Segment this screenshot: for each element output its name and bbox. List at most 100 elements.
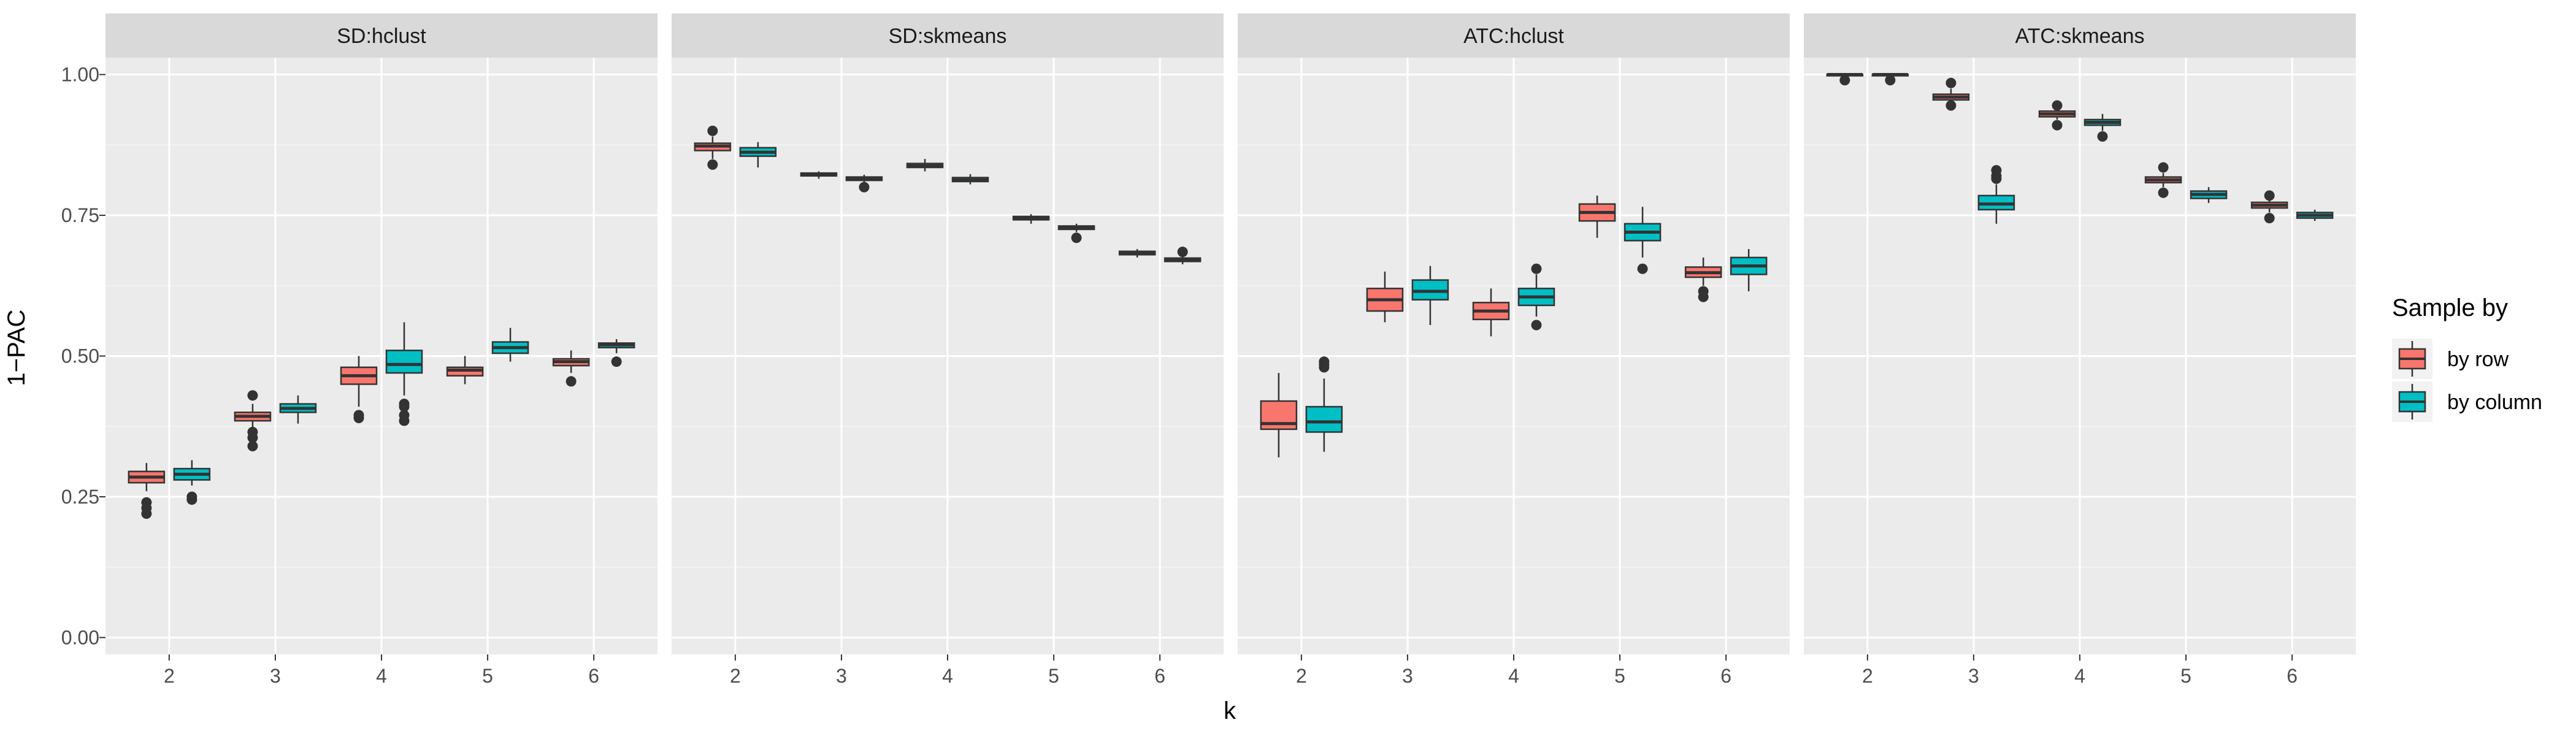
facet-strip xyxy=(1804,13,2356,58)
y-tick-label: 1.00 xyxy=(61,64,99,86)
outlier-point xyxy=(399,410,410,421)
x-tick-label: 4 xyxy=(1508,665,1519,687)
box-by-column xyxy=(1057,223,1095,243)
facet-strip xyxy=(105,13,657,58)
box-by-column xyxy=(1871,73,1909,86)
facet-title: SD:skmeans xyxy=(889,25,1007,48)
outlier-point xyxy=(2052,100,2063,111)
box-by-row xyxy=(694,125,732,170)
outlier-point xyxy=(247,426,258,437)
y-axis-title: 1−PAC xyxy=(3,310,30,386)
box-by-column xyxy=(1730,249,1768,291)
facet-title: ATC:skmeans xyxy=(2015,25,2145,48)
facet-panel: SD:hclust 2 3 4 5 6 xyxy=(105,13,657,687)
x-tick-label: 5 xyxy=(482,665,493,687)
x-tick-label: 2 xyxy=(730,665,741,687)
outlier-point xyxy=(1839,75,1850,86)
outlier-point xyxy=(565,376,577,387)
x-tick-label: 4 xyxy=(942,665,953,687)
box-by-column xyxy=(2083,113,2122,142)
box-by-column xyxy=(1411,266,1449,326)
box-by-column xyxy=(1305,356,1343,452)
outlier-point xyxy=(353,410,364,421)
x-tick-label: 2 xyxy=(1296,665,1307,687)
outlier-point xyxy=(2264,213,2275,224)
x-axis-title: k xyxy=(1224,697,1236,724)
box-by-row xyxy=(552,350,590,387)
outlier-point xyxy=(859,182,870,193)
outlier-point xyxy=(707,159,718,170)
box-by-column xyxy=(491,328,529,362)
facet-strip xyxy=(1238,13,1790,58)
box-by-column xyxy=(739,142,777,167)
y-tick-label: 0.50 xyxy=(61,345,99,367)
box-by-column xyxy=(1623,207,1662,274)
box-by-row xyxy=(1118,249,1156,258)
legend: Sample by by row by column xyxy=(2392,294,2542,422)
x-tick-label: 6 xyxy=(2287,665,2298,687)
outlier-point xyxy=(399,399,410,410)
legend-item: by column xyxy=(2392,381,2542,422)
x-tick-label: 4 xyxy=(376,665,387,687)
box-by-column xyxy=(1163,247,1202,264)
outlier-point xyxy=(2097,131,2108,142)
facet-strip xyxy=(672,13,1224,58)
box-by-row xyxy=(1260,373,1298,458)
outlier-point xyxy=(1637,263,1648,274)
outlier-point xyxy=(1945,100,1957,111)
box-by-row xyxy=(2250,190,2288,224)
legend-label: by column xyxy=(2447,391,2542,414)
x-tick-label: 5 xyxy=(1048,665,1059,687)
outlier-point xyxy=(1885,75,1896,86)
box-by-row xyxy=(1932,77,1970,111)
outlier-point xyxy=(1991,165,2002,176)
box-by-column xyxy=(279,395,317,424)
outlier-point xyxy=(1531,320,1542,331)
box-by-row xyxy=(2144,162,2182,198)
x-tick-label: 3 xyxy=(1402,665,1413,687)
facet-title: SD:hclust xyxy=(337,25,426,48)
outlier-point xyxy=(2052,120,2063,131)
x-tick-label: 4 xyxy=(2074,665,2085,687)
x-tick-label: 6 xyxy=(588,665,599,687)
legend-label: by row xyxy=(2447,348,2509,371)
legend-items: by row by column xyxy=(2392,339,2542,422)
outlier-point xyxy=(1945,77,1957,88)
box-by-column xyxy=(2190,187,2228,203)
facet-panel: ATC:hclust 2 3 4 5 6 xyxy=(1238,13,1790,687)
box-by-column xyxy=(597,339,635,367)
facet-panel: SD:skmeans 2 3 4 5 6 xyxy=(672,13,1224,687)
facet-panel: ATC:skmeans 2 3 4 5 6 xyxy=(1804,13,2356,687)
box-by-row xyxy=(906,159,944,172)
outlier-point xyxy=(247,440,258,451)
box-by-row xyxy=(234,390,272,451)
y-tick-label: 0.00 xyxy=(61,626,99,648)
outlier-point xyxy=(2158,187,2169,198)
y-tick-label: 0.75 xyxy=(61,204,99,226)
box-by-row xyxy=(1684,257,1722,302)
x-tick-label: 2 xyxy=(164,665,175,687)
x-tick-label: 5 xyxy=(1614,665,1625,687)
outlier-point xyxy=(1319,356,1330,367)
x-tick-label: 5 xyxy=(2180,665,2191,687)
outlier-point xyxy=(247,390,258,401)
outlier-point xyxy=(1177,247,1188,258)
box-by-column xyxy=(385,322,423,426)
outlier-point xyxy=(2158,162,2169,173)
outlier-point xyxy=(1698,286,1709,297)
box-by-column xyxy=(1517,263,1555,331)
x-tick-label: 6 xyxy=(1720,665,1731,687)
box-by-column xyxy=(951,174,989,185)
box-by-column xyxy=(1977,165,2015,224)
legend-item: by row xyxy=(2392,339,2509,379)
box-by-row xyxy=(1472,288,1510,337)
outlier-point xyxy=(611,356,622,367)
outlier-point xyxy=(2264,190,2275,201)
box-by-column xyxy=(845,174,883,193)
box-by-row xyxy=(2038,100,2076,131)
outlier-point xyxy=(186,491,197,502)
outlier-point xyxy=(707,125,718,136)
x-tick-label: 3 xyxy=(270,665,281,687)
outlier-point xyxy=(1531,263,1542,274)
